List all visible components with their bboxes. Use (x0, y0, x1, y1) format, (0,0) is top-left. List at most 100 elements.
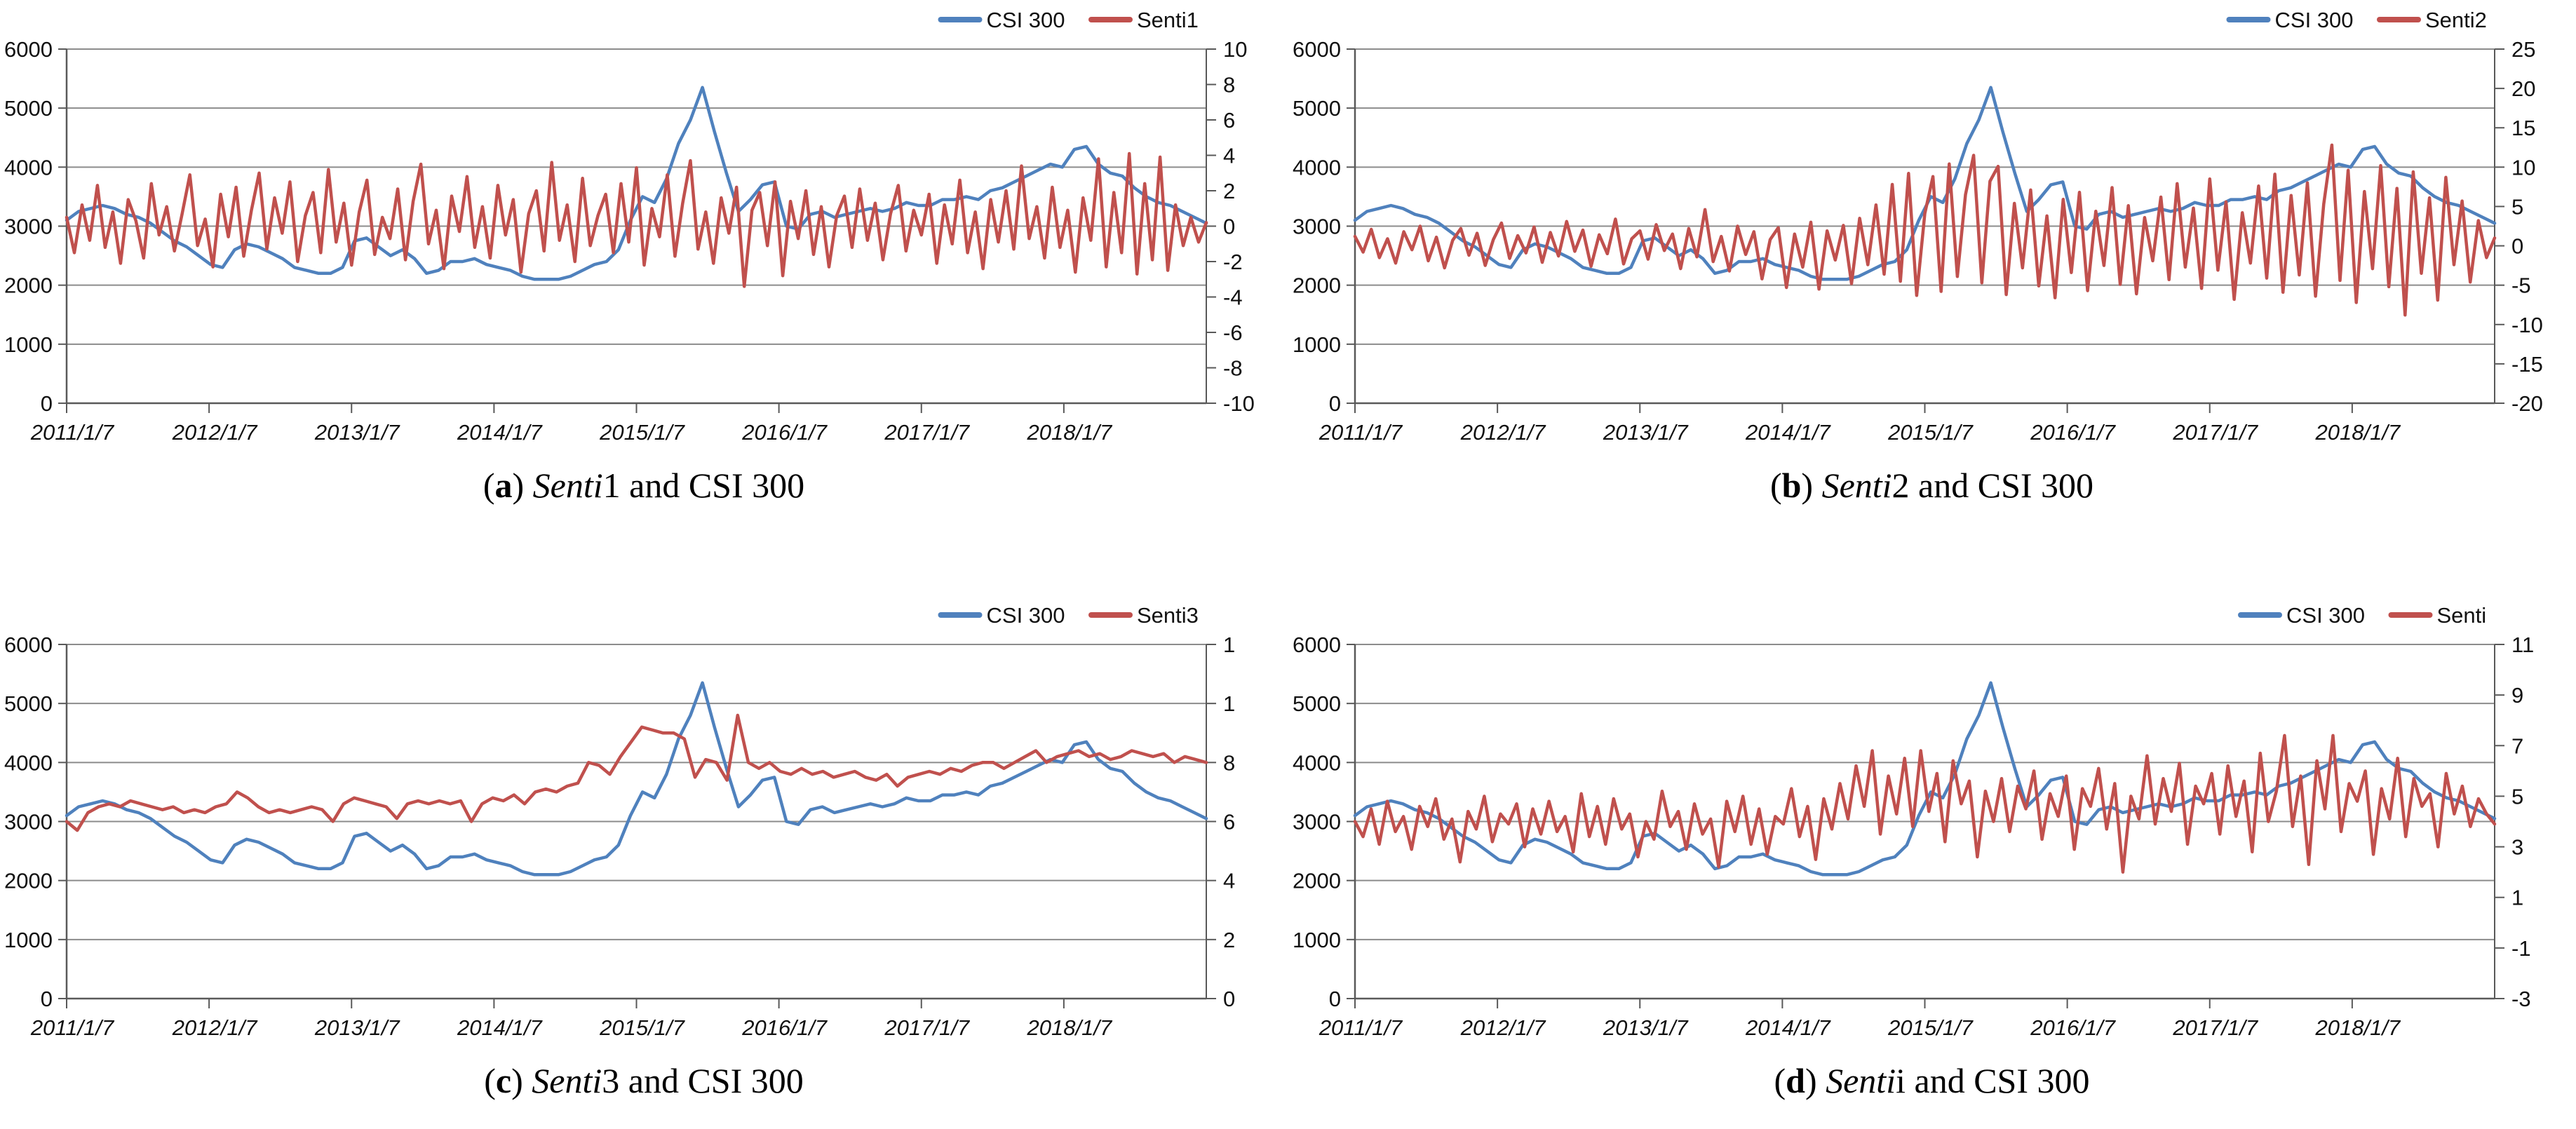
series-line-csi-300 (1353, 681, 2496, 877)
caption-b-close: ) (1801, 466, 1822, 505)
series-line-senti3 (65, 713, 1208, 832)
left-axis-label: 0 (1328, 391, 1340, 416)
caption-b-series-name: Senti (1821, 466, 1892, 505)
x-axis-label: 2013/1/7 (1602, 420, 1688, 445)
caption-c-series-suffix: 3 (602, 1061, 620, 1100)
x-axis-label: 2013/1/7 (314, 1015, 400, 1040)
right-axis-label: -1 (2511, 936, 2531, 961)
legend-label: CSI 300 (2274, 8, 2353, 32)
x-axis-label: 2011/1/7 (1318, 1015, 1403, 1040)
right-axis-label: 20 (2511, 76, 2535, 101)
left-axis-label: 5000 (1293, 691, 1341, 716)
right-axis-label: -20 (2511, 391, 2543, 416)
right-axis-label: 9 (2511, 683, 2523, 708)
right-axis-label: 5 (2511, 194, 2523, 219)
legend-label: Senti (2436, 603, 2486, 628)
left-axis-label: 2000 (1293, 273, 1341, 298)
panel-a: 6000 5000 4000 3000 2000 1000 0 10 8 6 4 2 0 -2 -4 -6 -8… (0, 0, 1288, 564)
x-axis-label: 2016/1/7 (2030, 1015, 2116, 1040)
x-axis-label: 2011/1/7 (30, 420, 115, 445)
right-axis-label: 6 (1223, 810, 1235, 834)
left-axis-label: 2000 (1293, 869, 1341, 893)
left-axis-label: 5000 (1293, 96, 1341, 121)
right-axis-label: 0 (1223, 987, 1235, 1011)
x-axis-label: 2012/1/7 (1459, 420, 1546, 445)
left-axis-label: 5000 (4, 691, 53, 716)
series-line-senti2 (1353, 143, 2496, 317)
left-axis-label: 5000 (4, 96, 53, 121)
left-axis-label: 0 (1328, 987, 1340, 1011)
right-axis-label: 2 (1223, 928, 1235, 952)
right-axis-label: -10 (2511, 313, 2543, 337)
left-axis-label: 0 (41, 987, 53, 1011)
chart-a: 6000 5000 4000 3000 2000 1000 0 10 8 6 4 2 0 -2 -4 -6 -8… (4, 8, 1255, 445)
x-axis-label: 2017/1/7 (884, 420, 970, 445)
x-axis-label: 2014/1/7 (1745, 1015, 1831, 1040)
caption-d-rest: and CSI 300 (1906, 1061, 2090, 1100)
right-axis-label: 10 (2511, 155, 2535, 180)
right-axis-label: -5 (2511, 273, 2531, 298)
right-axis-label: 4 (1223, 869, 1235, 893)
right-axis-label: 15 (2511, 116, 2535, 140)
left-axis-label: 2000 (4, 273, 53, 298)
x-axis-label: 2014/1/7 (1745, 420, 1831, 445)
left-axis-label: 3000 (1293, 810, 1341, 834)
x-axis-label: 2016/1/7 (741, 420, 828, 445)
right-axis-label: 3 (2511, 835, 2523, 860)
caption-c-close: ) (511, 1061, 532, 1100)
legend-label: Senti3 (1137, 603, 1199, 628)
caption-c-rest: and CSI 300 (619, 1061, 804, 1100)
panel-a-caption: (a) Senti1 and CSI 300 (0, 464, 1288, 506)
series-line-csi-300 (65, 681, 1208, 877)
caption-b-series-suffix: 2 (1891, 466, 1910, 505)
right-axis-label: 1 (2511, 886, 2523, 910)
right-axis-label: -4 (1223, 285, 1243, 310)
left-axis-label: 1000 (1293, 332, 1341, 357)
right-axis-label: -10 (1223, 391, 1255, 416)
right-axis-label: 8 (1223, 750, 1235, 775)
left-axis-label: 6000 (4, 37, 53, 62)
x-axis-label: 2012/1/7 (1459, 1015, 1546, 1040)
legend-label: Senti2 (2425, 8, 2487, 32)
x-axis-label: 2015/1/7 (599, 420, 685, 445)
right-axis-label: -8 (1223, 356, 1243, 381)
caption-a-letter: a (494, 466, 513, 505)
x-axis-label: 2012/1/7 (172, 1015, 258, 1040)
caption-a-open: ( (483, 466, 495, 505)
legend-label: Senti1 (1137, 8, 1199, 32)
left-axis-label: 3000 (4, 810, 53, 834)
x-axis-label: 2017/1/7 (884, 1015, 970, 1040)
left-axis-label: 6000 (4, 633, 53, 657)
right-axis-label: 0 (2511, 234, 2523, 259)
x-axis-label: 2013/1/7 (314, 420, 400, 445)
x-axis-label: 2017/1/7 (2172, 420, 2258, 445)
right-axis-label: 2 (1223, 179, 1235, 203)
caption-d-series-name: Senti (1826, 1061, 1896, 1100)
series-line-senti (1353, 733, 2496, 874)
left-axis-label: 6000 (1293, 633, 1341, 657)
legend-label: CSI 300 (987, 603, 1065, 628)
chart-b: 6000 5000 4000 3000 2000 1000 0 25 20 15 10 5 0 -5 -10… (1293, 8, 2543, 445)
caption-a-close: ) (512, 466, 533, 505)
right-axis-label: -3 (2511, 987, 2531, 1011)
x-axis-label: 2011/1/7 (30, 1015, 115, 1040)
x-axis-label: 2018/1/7 (2314, 420, 2401, 445)
caption-a-rest: and CSI 300 (620, 466, 805, 505)
left-axis-label: 0 (41, 391, 53, 416)
x-axis-label: 2013/1/7 (1602, 1015, 1688, 1040)
caption-b-open: ( (1769, 466, 1782, 505)
legend-label: CSI 300 (987, 8, 1065, 32)
panel-c: 6000 5000 4000 3000 2000 1000 0 1 1 8 6 4 2 0 2011/1/7… (0, 564, 1288, 1129)
series-line-senti1 (65, 151, 1208, 288)
right-axis-label: 10 (1223, 37, 1247, 62)
caption-b-rest: and CSI 300 (1909, 466, 2094, 505)
panel-b-caption: (b) Senti2 and CSI 300 (1288, 464, 2576, 506)
right-axis-label: 25 (2511, 37, 2535, 62)
x-axis-label: 2015/1/7 (1887, 1015, 1974, 1040)
left-axis-label: 4000 (4, 750, 53, 775)
right-axis-label: 0 (1223, 215, 1235, 239)
right-axis-label: -6 (1223, 320, 1243, 345)
caption-c-letter: c (495, 1061, 512, 1100)
right-axis-label: 8 (1223, 73, 1235, 97)
